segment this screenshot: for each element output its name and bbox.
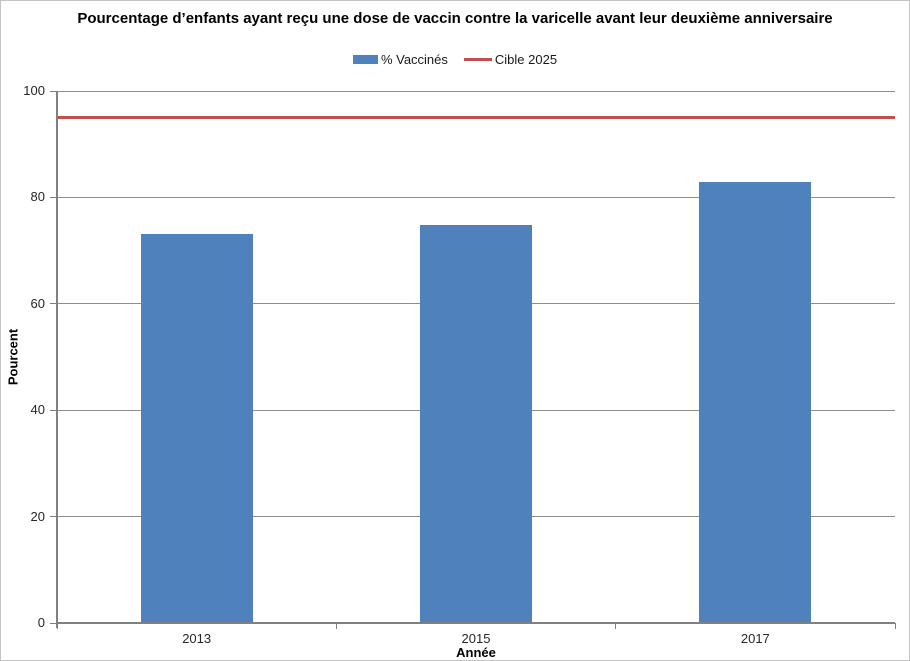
y-axis-tick [50, 90, 57, 92]
legend-item-target: Cible 2025 [463, 52, 558, 67]
y-axis-tick-label: 100 [23, 83, 45, 98]
legend-label-target: Cible 2025 [494, 52, 558, 67]
x-axis-line [57, 622, 895, 624]
x-axis-tick [615, 623, 617, 629]
x-axis-tick [335, 623, 337, 629]
target-line [57, 116, 895, 120]
gridline [57, 90, 895, 92]
y-axis-tick [50, 303, 57, 305]
y-axis-tick-label: 40 [30, 402, 45, 418]
legend-bar-swatch [352, 55, 378, 64]
x-axis-category-label: 2017 [740, 631, 770, 646]
x-axis-title: Année [456, 645, 496, 660]
x-axis-category-label: 2015 [461, 631, 491, 646]
legend-label-vaccinated: % Vaccinés [380, 52, 448, 67]
y-axis-tick [50, 622, 57, 624]
y-axis-title: Pourcent [5, 328, 21, 386]
legend-line-swatch [463, 58, 492, 61]
bar-2017 [699, 181, 812, 623]
bar-2013 [140, 234, 253, 623]
legend: % Vaccinés Cible 2025 [1, 52, 909, 67]
y-axis-tick-label: 20 [30, 508, 45, 524]
x-axis-tick [894, 623, 896, 629]
y-axis-tick [50, 516, 57, 518]
y-axis-tick-label: 60 [30, 295, 45, 311]
x-axis-category-label: 2013 [182, 631, 212, 646]
chart-title: Pourcentage d’enfants ayant reçu une dos… [77, 10, 833, 27]
gridline [57, 196, 895, 198]
bar-2015 [420, 225, 532, 623]
y-axis-line [56, 91, 58, 628]
y-axis-tick-label: 80 [30, 189, 45, 205]
legend-item-vaccinated: % Vaccinés [352, 52, 448, 67]
y-axis-tick [50, 196, 57, 198]
y-axis-tick-label: 0 [37, 615, 45, 630]
y-axis-tick [50, 409, 57, 411]
